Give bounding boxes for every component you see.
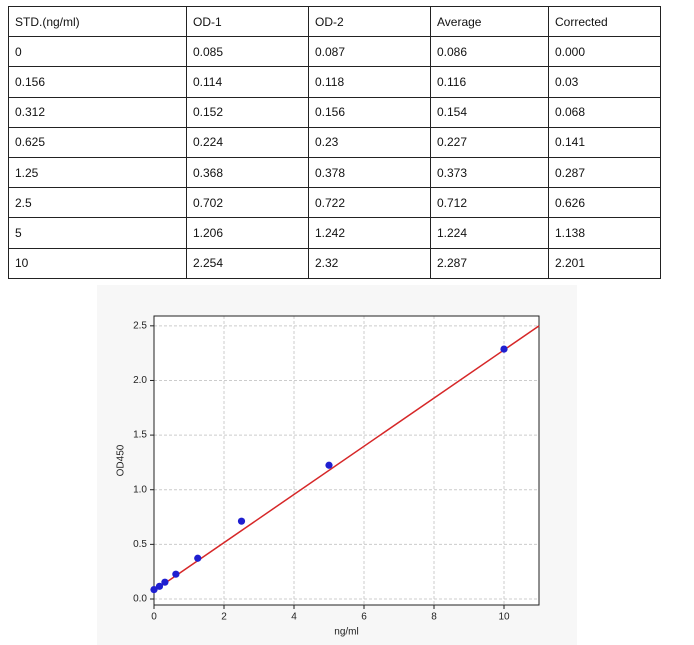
plot-area [154,316,539,605]
table-cell: 0.287 [548,156,661,189]
table-cell: 0.373 [430,156,549,189]
table-row: 0.625 0.224 0.23 0.227 0.141 [8,126,661,158]
y-tick-label: 0.0 [133,594,147,605]
fit-line [153,325,540,592]
data-table: STD.(ng/ml) OD-1 OD-2 Average Corrected 0 0.08… [8,5,661,279]
table-cell: 0.000 [548,36,661,68]
table-cell: 0.141 [548,126,661,158]
data-point [172,570,180,578]
table-cell: 0.156 [8,66,187,98]
data-point [237,517,246,525]
table-cell: 0.086 [430,36,549,68]
table-cell: 0.087 [308,36,431,68]
y-tick-label: 2.0 [133,375,147,386]
table-row: 2.5 0.702 0.722 0.712 0.626 [8,187,661,219]
x-tick-label: 2 [221,612,227,623]
x-tick-label: 8 [431,612,437,623]
table-cell: STD.(ng/ml) [8,5,187,38]
x-tick-label: 6 [361,612,367,623]
table-row: 0 0.085 0.087 0.086 0.000 [8,36,661,68]
table-row: 0.156 0.114 0.118 0.116 0.03 [8,66,661,98]
table-cell: 2.5 [8,187,187,219]
table-cell: 0.116 [430,66,549,98]
data-point [500,345,508,353]
table-cell: 0.154 [430,96,549,128]
table-cell: 0.227 [430,126,549,158]
x-tick-label: 0 [151,612,157,623]
y-tick-label: 0.5 [133,539,147,550]
table-cell: 0.722 [308,187,431,219]
table-cell: OD-2 [308,5,431,38]
table-cell: 0.702 [186,187,309,219]
data-point [161,578,169,586]
data-point [150,585,158,594]
y-axis-label: OD450 [116,444,127,476]
y-tick-label: 2.5 [133,320,147,331]
table-cell: 0.625 [8,126,187,158]
data-point [155,582,164,590]
table-cell: 1.224 [430,217,549,249]
table-cell: 1.242 [308,217,431,249]
x-tick-label: 10 [498,612,510,623]
table-cell: 2.254 [186,247,309,279]
table-cell: 1.25 [8,156,187,189]
table-cell: 0.23 [308,126,431,158]
table-cell: 0.114 [186,66,309,98]
table-cell: 0.626 [548,187,661,219]
table-cell: 0.368 [186,156,309,189]
table-cell: 2.32 [308,247,431,279]
table-cell: 0.712 [430,187,549,219]
table-cell: 0.085 [186,36,309,68]
table-cell: 0.378 [308,156,431,189]
table-cell: 0.224 [186,126,309,158]
table-row: 5 1.206 1.242 1.224 1.138 [8,217,661,249]
table-cell: 0 [8,36,187,68]
table-cell: 0.156 [308,96,431,128]
table-cell: 2.287 [430,247,549,279]
table-row: 10 2.254 2.32 2.287 2.201 [8,247,661,279]
table-cell: 0.03 [548,66,661,98]
table-cell: 0.068 [548,96,661,128]
x-tick-label: 4 [291,612,297,623]
table-cell: OD-1 [186,5,309,38]
table-cell: 2.201 [548,247,661,279]
table-cell: 5 [8,217,187,249]
table-cell: 1.138 [548,217,661,249]
table-row: 0.312 0.152 0.156 0.154 0.068 [8,96,661,128]
x-axis-label: ng/ml [334,627,358,638]
table-cell: 0.152 [186,96,309,128]
table-cell: 0.118 [308,66,431,98]
table-cell: Average [430,5,549,38]
y-tick-label: 1.0 [133,484,147,495]
plot-frame [153,315,540,606]
table-cell: Corrected [548,5,661,38]
header-row: STD.(ng/ml) OD-1 OD-2 Average Corrected [8,5,661,38]
y-tick-label: 1.5 [133,430,147,441]
table-cell: 0.312 [8,96,187,128]
table-cell: 10 [8,247,187,279]
data-point [194,554,202,562]
table-cell: 1.206 [186,217,309,249]
table-row: 1.25 0.368 0.378 0.373 0.287 [8,156,661,189]
data-point [325,461,333,469]
